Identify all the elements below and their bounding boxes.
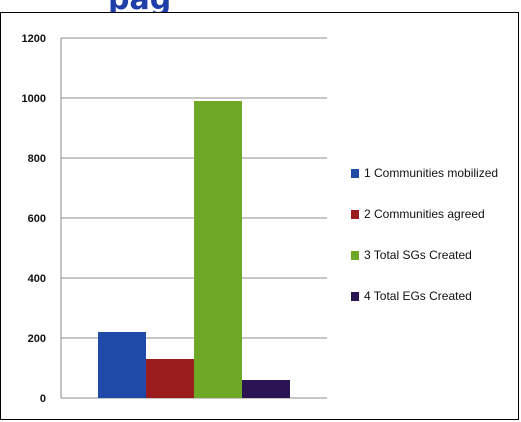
legend-swatch bbox=[351, 291, 359, 301]
y-tick-label: 600 bbox=[28, 213, 46, 225]
y-tick-label: 0 bbox=[40, 393, 46, 405]
bar-series-4 bbox=[242, 380, 290, 398]
y-axis-ticks: 0 200 400 600 800 1000 1200 bbox=[22, 33, 46, 405]
title-strip: pag bbox=[0, 0, 521, 14]
legend-swatch bbox=[351, 209, 359, 219]
legend-label: 3 Total SGs Created bbox=[364, 248, 472, 262]
legend-item: 2 Communities agreed bbox=[351, 204, 498, 224]
bar-series-1 bbox=[98, 332, 146, 398]
bars bbox=[98, 101, 290, 398]
legend-label: 2 Communities agreed bbox=[364, 207, 485, 221]
legend-item: 1 Communities mobilized bbox=[351, 163, 498, 183]
y-tick-label: 1000 bbox=[22, 93, 46, 105]
chart-legend: 1 Communities mobilized 2 Communities agr… bbox=[351, 163, 498, 327]
legend-swatch bbox=[351, 250, 359, 260]
chart-panel: 0 200 400 600 800 1000 1200 1 Communities mobi… bbox=[0, 12, 519, 420]
bar-series-3 bbox=[194, 101, 242, 398]
legend-swatch bbox=[351, 168, 359, 178]
legend-label: 4 Total EGs Created bbox=[364, 289, 472, 303]
y-tick-label: 400 bbox=[28, 273, 46, 285]
y-tick-label: 1200 bbox=[22, 33, 46, 45]
legend-item: 3 Total SGs Created bbox=[351, 245, 498, 265]
y-tick-label: 200 bbox=[28, 333, 46, 345]
page-title-fragment: pag bbox=[108, 0, 171, 14]
bar-chart: 0 200 400 600 800 1000 1200 bbox=[22, 33, 327, 405]
bar-series-2 bbox=[146, 359, 194, 398]
legend-item: 4 Total EGs Created bbox=[351, 286, 498, 306]
legend-label: 1 Communities mobilized bbox=[364, 166, 499, 180]
y-tick-label: 800 bbox=[28, 153, 46, 165]
